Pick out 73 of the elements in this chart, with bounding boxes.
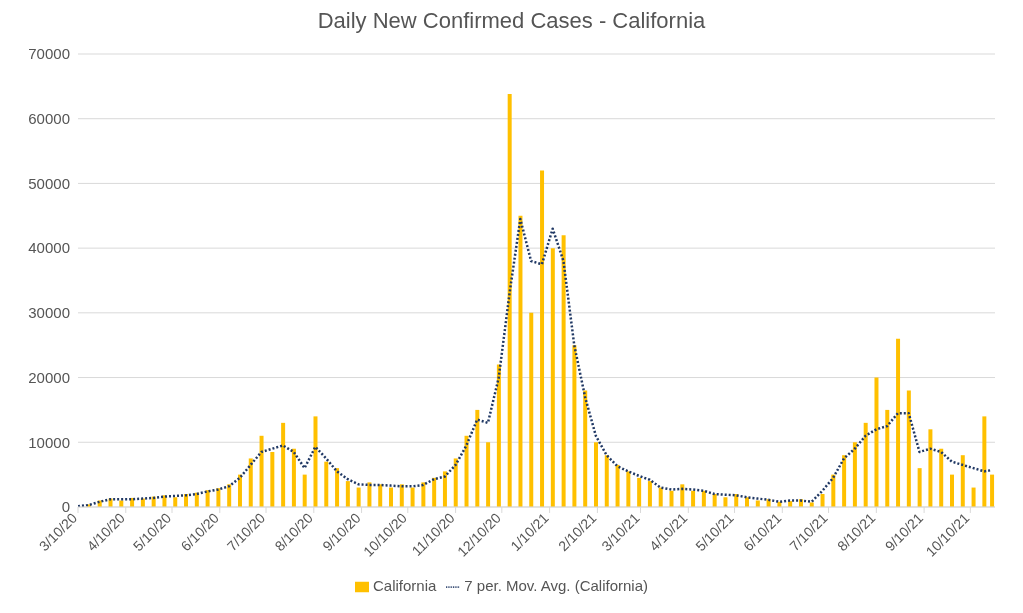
y-tick-label: 30000 (28, 304, 70, 322)
bar (691, 490, 696, 507)
bar (831, 474, 836, 507)
bar (626, 471, 631, 507)
bar (863, 422, 868, 507)
bar (291, 448, 296, 507)
bar (389, 487, 394, 507)
bar (572, 345, 577, 507)
bar (949, 474, 954, 507)
y-tick-label: 50000 (28, 174, 70, 192)
bar (990, 474, 995, 507)
bar (604, 455, 609, 507)
bar (227, 484, 232, 507)
bar (680, 484, 685, 507)
bar (885, 409, 890, 507)
y-tick-label: 60000 (28, 110, 70, 128)
bar (906, 390, 911, 507)
bar (960, 455, 965, 507)
bar (270, 451, 275, 507)
bar (432, 477, 437, 507)
bar (248, 458, 253, 507)
bar (939, 448, 944, 507)
bar (335, 468, 340, 507)
bar (345, 481, 350, 507)
legend-label: California (372, 576, 437, 594)
y-tick-label: 20000 (28, 368, 70, 386)
bar (842, 455, 847, 507)
bar (442, 471, 447, 507)
bar (324, 461, 329, 507)
chart-title: Daily New Confirmed Cases - California (316, 8, 707, 34)
bar (356, 487, 361, 507)
bar (281, 422, 286, 507)
bar (820, 494, 825, 507)
bar (852, 442, 857, 507)
bar (540, 170, 545, 507)
y-tick-label: 70000 (28, 45, 70, 63)
legend-label: 7 per. Mov. Avg. (California) (464, 576, 649, 594)
bar (647, 481, 652, 507)
bar (561, 235, 566, 507)
bar (971, 487, 976, 507)
bar (723, 497, 728, 507)
bar (615, 464, 620, 507)
bar (982, 416, 987, 507)
bar (529, 312, 534, 507)
bar (302, 474, 307, 507)
bar (421, 482, 426, 507)
bar (119, 500, 124, 507)
bar (464, 435, 469, 507)
bar (637, 477, 642, 507)
bar (173, 497, 178, 507)
bar (755, 500, 760, 507)
bar (669, 490, 674, 507)
bar (917, 468, 922, 507)
bar (658, 487, 663, 507)
bar (496, 364, 501, 507)
y-tick-label: 10000 (28, 433, 70, 451)
bar (378, 484, 383, 507)
bar (367, 482, 372, 507)
bar (507, 94, 512, 507)
bar (874, 377, 879, 507)
bar (593, 442, 598, 507)
bar (259, 435, 264, 507)
y-tick-label: 40000 (28, 239, 70, 257)
bar (583, 390, 588, 507)
bar (453, 458, 458, 507)
bar (518, 215, 523, 507)
bar (896, 338, 901, 507)
bar (410, 487, 415, 507)
bar (550, 248, 555, 507)
bar (486, 442, 491, 507)
bar (928, 429, 933, 507)
bar (313, 416, 318, 507)
bar (475, 409, 480, 507)
